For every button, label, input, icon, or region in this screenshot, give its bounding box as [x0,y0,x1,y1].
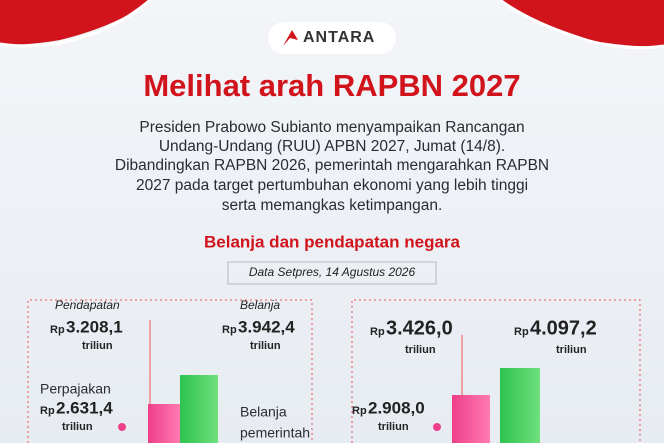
curtain-left [0,0,150,45]
label: Pendapatan [55,298,120,312]
amount: 2.908,0 [368,398,425,417]
unit: triliun [556,344,587,356]
unit: triliun [62,421,93,433]
bar-belanja [180,375,218,443]
currency: Rp [352,405,367,417]
curtain-edge [499,0,664,50]
amount: 3.942,4 [238,317,295,336]
bar-perpajakan [452,395,490,443]
dot [118,423,126,431]
bar-perpajakan [148,404,180,443]
currency: Rp [514,326,529,338]
logo-icon [283,30,298,46]
body-line: Dibandingkan RAPBN 2026, pemerintah meng… [115,157,549,174]
body-line: serta memangkas ketimpangan. [222,197,443,214]
source-box [227,261,437,285]
unit: triliun [82,340,113,352]
label: Belanja [240,298,280,312]
amount: 3.208,1 [66,317,123,336]
section-title: Belanja dan pendapatan negara [204,232,461,251]
curtain-edge [0,0,151,48]
dot [433,423,441,431]
body-line: Undang-Undang (RUU) APBN 2027, Jumat (14… [159,138,505,155]
amount: 2.631,4 [56,398,113,417]
panel-border [27,299,313,443]
curtain-right [500,0,664,47]
bar-belanja [500,368,540,443]
amount: 4.097,2 [530,317,597,339]
title: Melihat arah RAPBN 2027 [143,68,520,103]
source: Data Setpres, 14 Agustus 2026 [249,265,416,279]
panel-border [351,299,641,443]
currency: Rp [370,326,385,338]
label: Perpajakan [40,381,111,397]
logo-pill [268,22,396,54]
currency: Rp [40,405,55,417]
logo-text: ANTARA [303,29,375,46]
currency: Rp [50,324,65,336]
unit: triliun [405,344,436,356]
amount: 3.426,0 [386,317,453,339]
unit: triliun [250,340,281,352]
label: Belanja [240,404,287,420]
body-line: 2027 pada target pertumbuhan ekonomi yan… [136,177,528,194]
currency: Rp [222,324,237,336]
label: pemerintah [240,425,310,441]
body-line: Presiden Prabowo Subianto menyampaikan R… [139,119,524,136]
unit: triliun [378,421,409,433]
